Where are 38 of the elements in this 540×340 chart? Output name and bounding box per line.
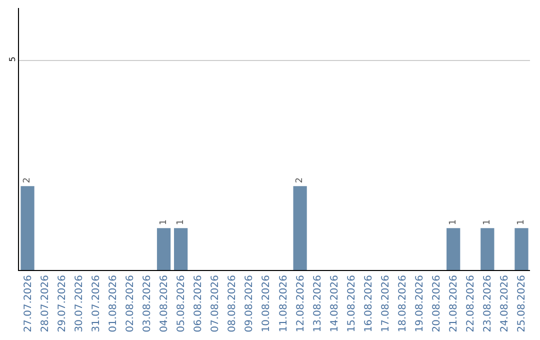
- x-tick-label: 03.08.2026: [142, 275, 153, 332]
- x-tick-label: 24.08.2026: [500, 275, 511, 332]
- x-tick-label: 02.08.2026: [124, 275, 136, 332]
- x-tick-label: 18.08.2026: [398, 275, 408, 332]
- x-tick-label: 16.08.2026: [363, 275, 374, 332]
- data-label: 2: [22, 177, 33, 184]
- x-tick-label: 13.08.2026: [312, 275, 324, 332]
- x-tick-label: 20.08.2026: [432, 275, 443, 332]
- x-tick-label: 15.08.2026: [346, 275, 358, 332]
- x-tick-label: 10.08.2026: [261, 275, 272, 332]
- x-tick-label: 21.08.2026: [448, 275, 460, 332]
- x-tick-label: 07.08.2026: [210, 275, 222, 332]
- x-tick-label: 22.08.2026: [466, 275, 477, 332]
- x-tick-label: 28.07.2026: [40, 275, 51, 332]
- data-label: 1: [448, 219, 458, 226]
- x-tick-label: 19.08.2026: [414, 275, 426, 332]
- data-label: 1: [482, 219, 492, 226]
- x-tick-label: 30.07.2026: [74, 275, 85, 332]
- x-tick-label: 01.08.2026: [108, 275, 119, 332]
- data-label: 2: [295, 177, 306, 184]
- x-tick-label: 27.07.2026: [22, 275, 34, 332]
- x-tick-label: 23.08.2026: [482, 275, 494, 332]
- x-tick-label: 06.08.2026: [193, 275, 204, 332]
- x-tick-label: 09.08.2026: [244, 275, 256, 332]
- x-tick-label: 17.08.2026: [380, 275, 392, 332]
- x-tick-label: 12.08.2026: [295, 275, 306, 332]
- x-tick-label: 05.08.2026: [176, 275, 188, 332]
- x-tick-label: 14.08.2026: [329, 275, 340, 332]
- x-tick-label: 29.07.2026: [56, 275, 68, 332]
- x-tick-label: 04.08.2026: [159, 275, 170, 332]
- x-tick-label: 11.08.2026: [278, 275, 290, 332]
- y-tick-label: 5: [8, 56, 17, 62]
- data-label: 1: [158, 219, 169, 226]
- x-tick-label: 25.08.2026: [516, 275, 528, 332]
- data-label: 1: [516, 219, 526, 226]
- x-tick-label: 31.07.2026: [90, 275, 102, 332]
- data-label: 1: [176, 219, 186, 226]
- x-tick-label: 08.08.2026: [227, 275, 238, 332]
